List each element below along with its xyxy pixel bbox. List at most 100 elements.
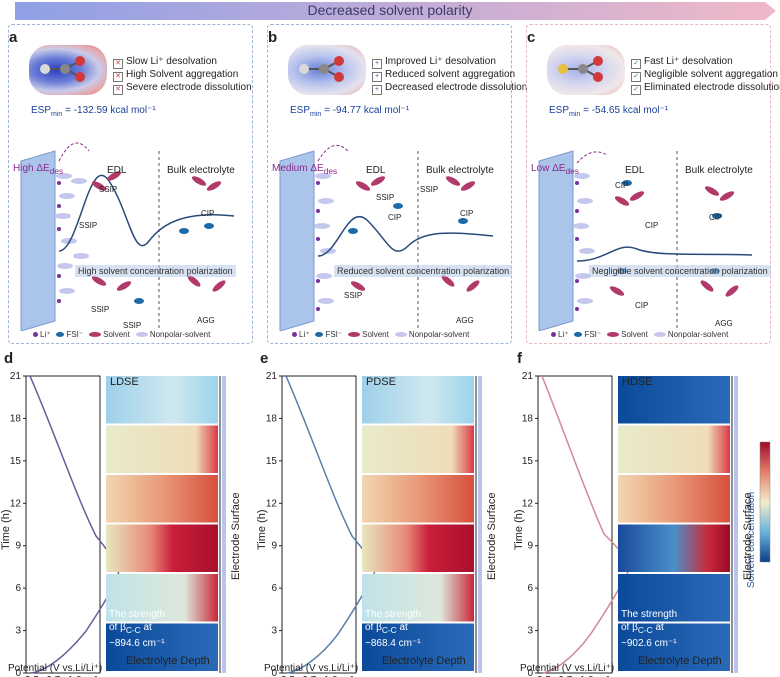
panel-b: b + Improved Li⁺ desolvation + Reduced sol…	[267, 24, 527, 344]
y-tick-label: 6	[271, 583, 277, 594]
ion-cluster-label: SSIP	[79, 221, 98, 230]
x-tick-label: 2.7	[302, 675, 316, 677]
ion-cluster-label: CIP	[709, 213, 723, 222]
property-checklist: ✓ Fast Li⁺ desolvation ✓ Negligible solven…	[631, 56, 780, 95]
nonpolar-icon	[394, 332, 407, 337]
y-tick-label: 6	[527, 583, 533, 594]
plot-group: 21 18 15 12 9 6 3 0 3.5 2.7 1.8 1	[10, 371, 226, 677]
ion-cluster-label: SSIP	[99, 185, 118, 194]
voltage-curve	[285, 375, 376, 674]
heatmap-band	[106, 574, 218, 622]
check-icon: ✓	[631, 59, 641, 69]
solvent-icon	[89, 332, 102, 337]
panel-label: a	[9, 29, 18, 46]
ion-cluster-label: CIP	[645, 221, 659, 230]
check-item: Slow Li⁺ desolvation	[126, 56, 217, 67]
heatmap-band	[618, 524, 730, 572]
heatmap-band	[618, 425, 730, 473]
heatmap-x-title: Electrolyte Depth	[126, 655, 210, 667]
panel-label: c	[527, 29, 536, 46]
esp-min-value: ESPmin = -132.59 kcal mol⁻¹	[31, 105, 156, 118]
y-tick-label: 15	[266, 456, 278, 467]
y-tick-label: 9	[271, 541, 277, 552]
heatmap-band	[362, 623, 474, 671]
x-tick-label: 1.8	[68, 675, 82, 677]
x-axis-title: Potential (V vs.Li/Li⁺)	[8, 663, 103, 674]
heatmap-series-name: LDSE	[110, 376, 139, 388]
check-item: Fast Li⁺ desolvation	[644, 56, 733, 67]
heatmap-band	[106, 524, 218, 572]
check-icon: ✓	[631, 85, 641, 95]
y-tick-label: 3	[15, 626, 21, 637]
heatmap-band	[362, 376, 474, 424]
strength-caption: The strength of βC-C at ~894.6 cm⁻¹	[109, 609, 166, 649]
y-tick-label: 21	[266, 371, 278, 382]
ion-cluster-label: CIP	[615, 181, 629, 190]
solvent-icon	[607, 332, 620, 337]
panel-label: f	[517, 350, 522, 367]
heatmap-band	[618, 475, 730, 523]
x-tick-label: 2.7	[46, 675, 60, 677]
colorbar	[759, 441, 771, 563]
schematic-legend: Li⁺ FSI⁻ Solvent Nonpolar-solvent	[551, 330, 728, 339]
strength-caption: The strength of βC-C at ~902.6 cm⁻¹	[621, 609, 678, 649]
molecule-icon	[299, 56, 344, 82]
x-tick-label: 1.8	[580, 675, 594, 677]
y-tick-label: 21	[10, 371, 22, 382]
ion-cluster-label: CIP	[201, 209, 215, 218]
x-tick-label: 1	[349, 675, 355, 677]
edl-schematic: High ΔEdes EDL Bulk electrolyte High sol…	[13, 121, 241, 332]
ion-cluster-label: AGG	[456, 316, 474, 325]
heatmap-band	[362, 574, 474, 622]
delta-e-label: Medium ΔEdes	[272, 163, 338, 176]
plot-group: 21 18 15 12 9 6 3 0 3.5 2.7 1.8 1	[266, 371, 482, 677]
y-tick-label: 18	[266, 413, 278, 424]
x-tick-label: 3.5	[25, 675, 39, 677]
y-tick-label: 0	[15, 668, 21, 677]
y-tick-label: 12	[266, 498, 278, 509]
cross-icon: ✕	[113, 85, 123, 95]
fsi-icon	[574, 332, 583, 337]
heatmap-band	[106, 623, 218, 671]
x-tick-label: 3.5	[537, 675, 551, 677]
y-tick-label: 0	[527, 668, 533, 677]
panel-c: c ✓ Fast Li⁺ desolvation ✓ Negligible solv…	[526, 24, 780, 344]
x-axis-title: Potential (V vs.Li/Li⁺)	[264, 663, 359, 674]
heatmap-band	[362, 475, 474, 523]
ion-cluster-label: CIP	[460, 209, 474, 218]
panel-a: a ✕ Slow Li⁺ desolvation ✕ High Solvent ag…	[8, 24, 253, 344]
voltage-curve	[29, 375, 120, 674]
heatmap-series-name: HDSE	[622, 376, 653, 388]
esp-min-value: ESPmin = -94.77 kcal mol⁻¹	[290, 105, 410, 118]
edl-schematic: Medium ΔEdes EDL Bulk electrolyte Reduce…	[272, 121, 513, 332]
y-axis-title: Time (h)	[513, 509, 525, 550]
bulk-label: Bulk electrolyte	[167, 165, 235, 176]
ion-cluster-label: AGG	[715, 319, 733, 328]
x-tick-label: 1	[93, 675, 99, 677]
solvent-icon	[348, 332, 361, 337]
check-item: Eliminated electrode dissolution	[644, 82, 780, 93]
y-tick-label: 0	[271, 668, 277, 677]
molecule-icon	[40, 56, 85, 82]
potential-axes-frame	[25, 375, 101, 674]
x-tick-label: 3.5	[281, 675, 295, 677]
fsi-icon	[56, 332, 65, 337]
y-tick-label: 18	[522, 413, 534, 424]
check-item: Negligible solvent aggregation	[644, 69, 778, 80]
check-item: Decreased electrode dissolution	[385, 82, 528, 93]
heatmap-x-title: Electrolyte Depth	[638, 655, 722, 667]
surface-strip	[478, 376, 482, 673]
y-tick-label: 15	[10, 456, 22, 467]
plus-icon: +	[372, 72, 382, 82]
banner-title: Decreased solvent polarity	[307, 2, 473, 18]
polarization-band-label: High solvent concentration polarization	[75, 265, 236, 277]
fsi-icon	[315, 332, 324, 337]
nonpolar-icon	[653, 332, 666, 337]
check-item: Improved Li⁺ desolvation	[385, 56, 496, 67]
panel-label: b	[268, 29, 278, 46]
li-icon	[551, 332, 556, 337]
surface-strip	[222, 376, 226, 673]
plot-group: 21 18 15 12 9 6 3 0 3.5 2.7 1.8 1	[522, 371, 738, 677]
cross-icon: ✕	[113, 59, 123, 69]
y-tick-label: 15	[522, 456, 534, 467]
